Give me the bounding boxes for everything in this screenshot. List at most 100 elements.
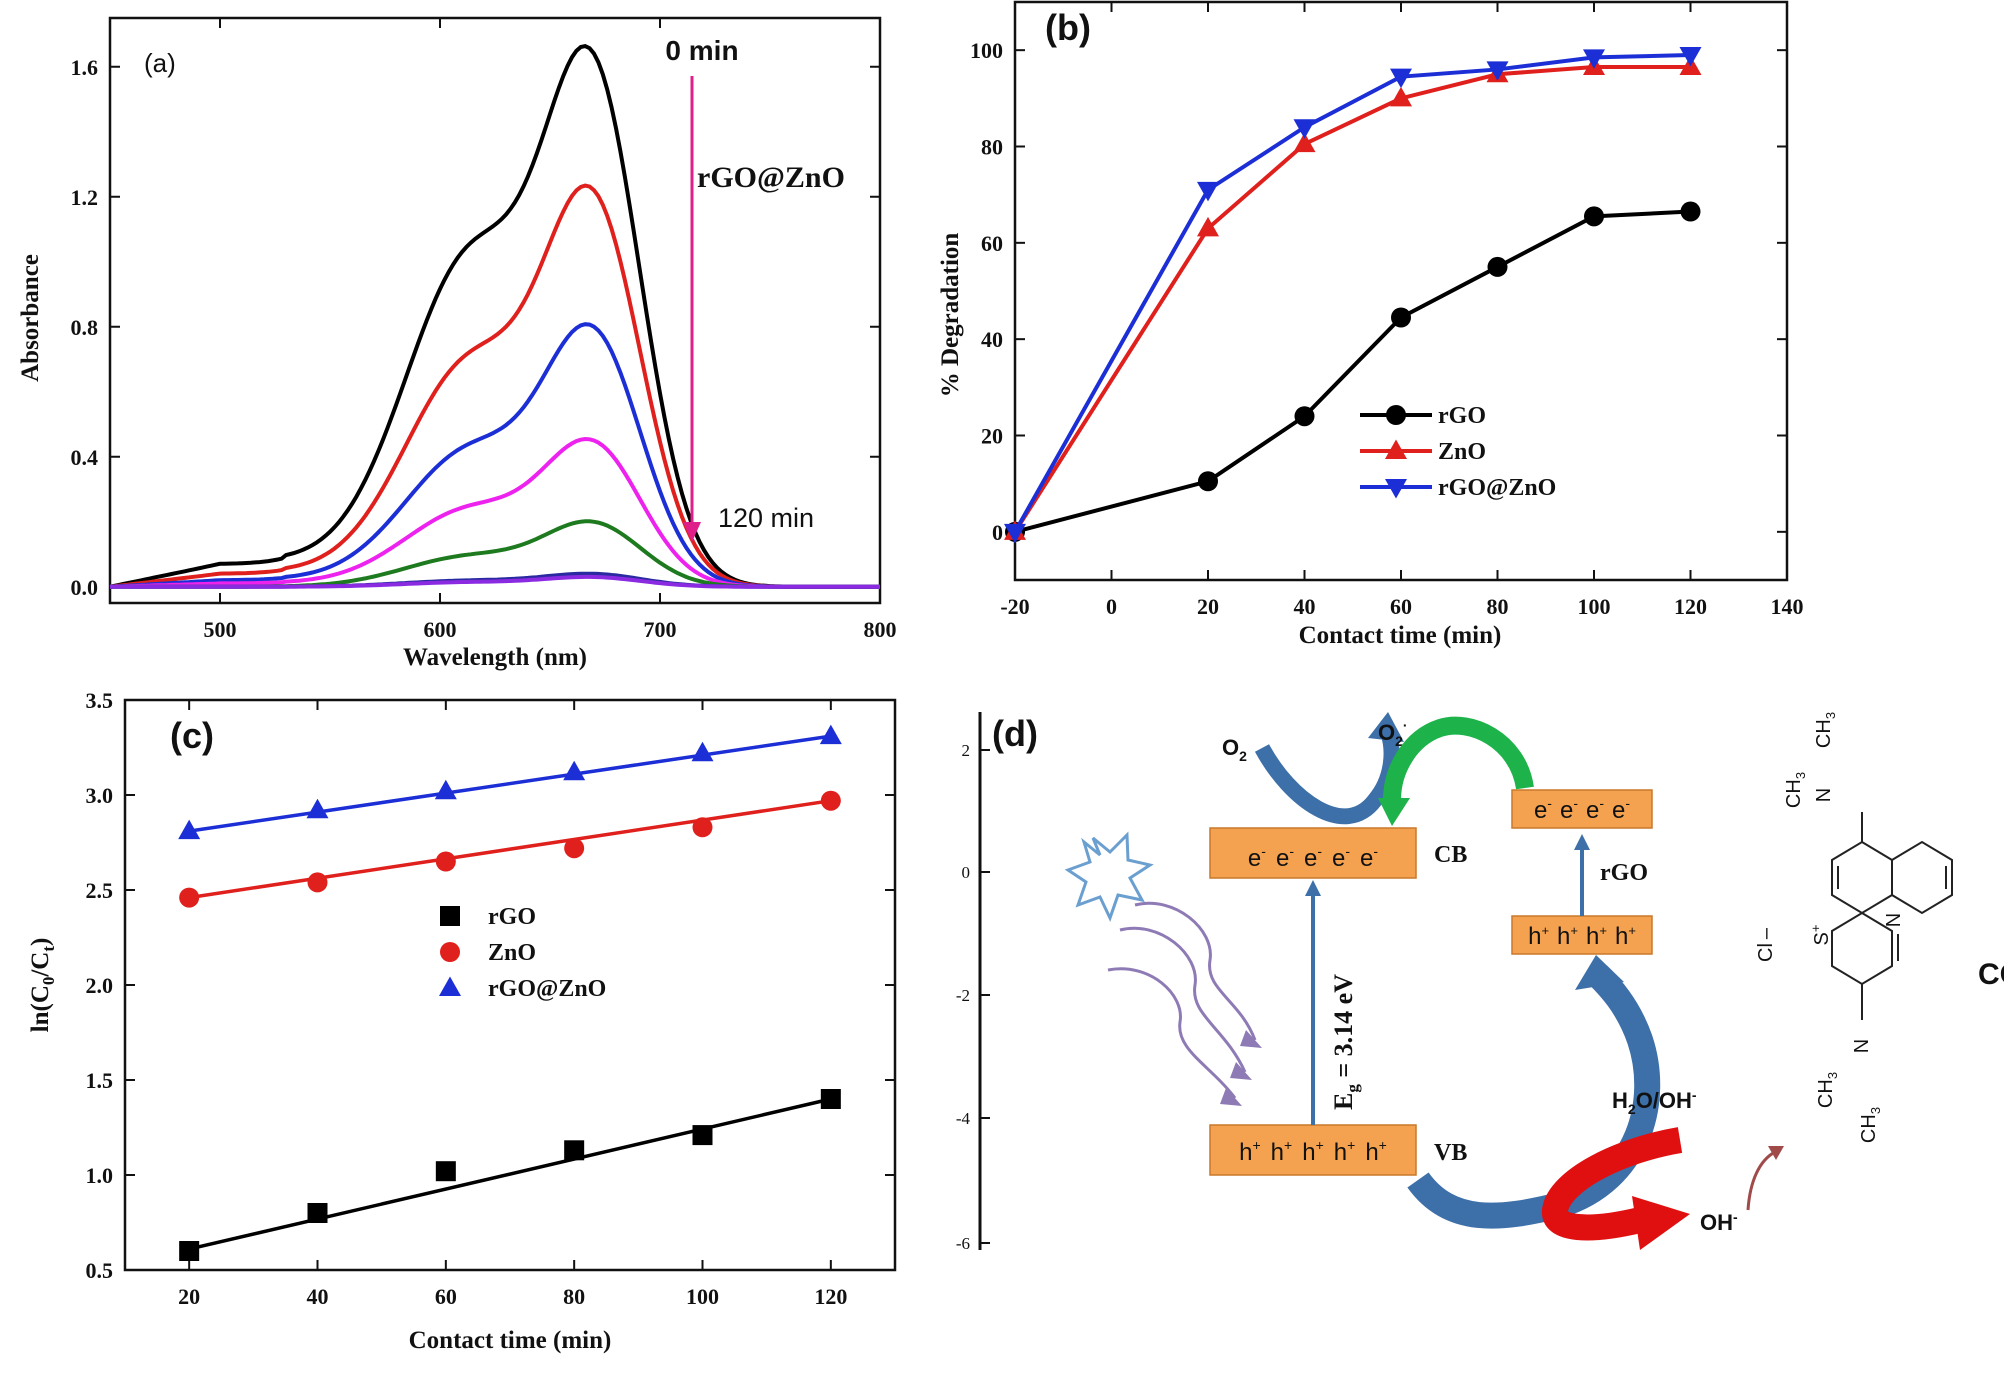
panel-a-spectra [109, 44, 880, 589]
data-point-rGO [564, 1140, 585, 1161]
spectrum-line-6 [110, 574, 880, 589]
legend-marker-rGO [1386, 405, 1406, 425]
data-point-rGO@ZnO [1197, 181, 1219, 202]
data-point-ZnO [179, 887, 200, 908]
mb-s-plus: S+ [1808, 925, 1833, 946]
bandgap-label: Eg = 3.14 eV [1329, 974, 1362, 1110]
o2-reduction-arrow-head [1368, 712, 1404, 742]
rgo-electrons: e-e-e-e- [1534, 795, 1630, 824]
data-point-rGO [820, 1089, 841, 1109]
b-xtick-label: 80 [1487, 594, 1509, 619]
c-xtick-label: 60 [435, 1284, 457, 1309]
hydroxyl-label: OH- [1700, 1209, 1738, 1235]
oxidation-arrow-head [1632, 1196, 1690, 1250]
cb-band [1209, 827, 1417, 879]
c-ytick-label: 1.5 [86, 1068, 114, 1093]
attack-arrow-head [1768, 1146, 1784, 1160]
data-point-rGO [179, 1241, 200, 1261]
hole-transfer-arrow-head [1575, 955, 1624, 990]
excitation-arrow-head [1305, 880, 1321, 896]
mb-bottom-ch3: CH3 [1815, 1072, 1840, 1108]
data-point-rGO [1584, 206, 1604, 227]
data-point-rGO [435, 1161, 456, 1182]
data-point-rGO [692, 1125, 713, 1146]
ray-head-1 [1240, 1030, 1262, 1048]
vb-label: VB [1434, 1140, 1467, 1166]
legend-label-rGO@ZnO: rGO@ZnO [1438, 475, 1556, 501]
b-xtick-label: 120 [1674, 594, 1707, 619]
d-tick-m2: -2 [956, 986, 970, 1005]
a-xtick-label: 800 [864, 617, 897, 642]
annotation-0min: 0 min [665, 35, 738, 66]
b-xtick-label: 100 [1578, 594, 1611, 619]
rgo-holes: h+ h+ h+ h+ [1528, 923, 1636, 950]
panel-c: (c) 20 40 60 80 100 1200.51.01.52.02.53.03.5 … [27, 688, 897, 1354]
o2-radical-label: O2· [1378, 717, 1408, 749]
mb-top-n: N [1813, 788, 1835, 802]
time-arrow-head [683, 522, 701, 542]
legend-marker-ZnO [440, 942, 460, 962]
legend-label-rGO@ZnO: rGO@ZnO [488, 976, 606, 1002]
panel-b: (b) -20 0 20 40 60 80 100 120 140 0 20 40 60 80 100 rG… [937, 0, 1804, 649]
d-tick-0: 0 [962, 863, 971, 882]
data-point-rGO@ZnO [306, 798, 329, 819]
fit-line-ZnO [188, 798, 832, 900]
fit-line-rGO [188, 1097, 832, 1251]
data-point-ZnO [564, 838, 585, 859]
panel-b-legend: rGO ZnO rGO@ZnO [1360, 403, 1556, 501]
data-point-rGO [1294, 406, 1315, 427]
a-ytick-label: 0.8 [71, 315, 99, 340]
cb-label: CB [1434, 842, 1467, 868]
panel-c-ylabel: ln(C0/Ct) [27, 938, 58, 1033]
data-point-rGO@ZnO [178, 819, 201, 840]
mb-top-ch3b: CH3 [1783, 772, 1808, 808]
panel-a-ylabel: Absorbance [17, 254, 44, 382]
series-line-rGO@ZnO [1013, 52, 1691, 533]
rgo-transfer-arrow-head [1574, 834, 1590, 850]
data-point-rGO [1487, 256, 1508, 277]
a-ytick-label: 1.2 [71, 185, 99, 210]
panel-d: 2 0 -2 -4 -6 (d) e-e-e-e-e- CB h+ h+ h+ h+ h… [956, 712, 2004, 1253]
data-point-ZnO [307, 872, 328, 893]
c-ytick-label: 0.5 [86, 1258, 114, 1283]
legend-label-ZnO: ZnO [1438, 439, 1486, 465]
b-ytick-label: 100 [970, 38, 1003, 63]
b-ytick-label: 0 [992, 520, 1003, 545]
cb-electrons: e-e-e-e-e- [1248, 843, 1378, 872]
b-ytick-label: 40 [981, 327, 1003, 352]
c-ytick-label: 1.0 [86, 1163, 114, 1188]
data-point-rGO@ZnO [1486, 61, 1509, 81]
methylene-blue-structure [1831, 812, 1953, 1020]
data-point-ZnO [692, 817, 713, 838]
data-point-rGO@ZnO [1583, 49, 1605, 69]
c-xtick-label: 40 [307, 1284, 329, 1309]
c-ytick-label: 2.0 [86, 973, 114, 998]
c-xtick-label: 100 [686, 1284, 719, 1309]
ray-head-2 [1230, 1062, 1252, 1080]
panel-a-xlabel: Wavelength (nm) [403, 644, 587, 671]
legend-label-rGO: rGO [488, 904, 536, 930]
data-point-rGO [307, 1203, 328, 1223]
mb-bottom-ch3b: CH3 [1858, 1107, 1883, 1143]
o2-label: O2 [1222, 735, 1247, 764]
spectrum-line-2 [109, 322, 880, 589]
data-point-ZnO [435, 851, 456, 872]
a-ytick-label: 0.0 [71, 575, 99, 600]
vb-band [1209, 1124, 1417, 1176]
c-xtick-label: 80 [563, 1284, 585, 1309]
c-ytick-label: 3.0 [86, 783, 114, 808]
annotation-catalyst: rGO@ZnO [697, 161, 845, 194]
attack-arrow [1746, 1150, 1776, 1211]
data-point-rGO@ZnO [691, 741, 714, 762]
panel-c-label: (c) [170, 715, 214, 756]
mb-bottom-n: N [1851, 1039, 1873, 1053]
data-point-rGO [1391, 307, 1411, 328]
rgo-label: rGO [1600, 860, 1648, 886]
panel-b-series [1004, 46, 1702, 544]
o2-reduction-arrow [1254, 729, 1400, 825]
b-xtick-label: 0 [1106, 594, 1117, 619]
data-point-rGO@ZnO [819, 724, 842, 745]
electron-transfer-arrow [1383, 716, 1534, 801]
data-point-rGO@ZnO [1390, 68, 1412, 89]
